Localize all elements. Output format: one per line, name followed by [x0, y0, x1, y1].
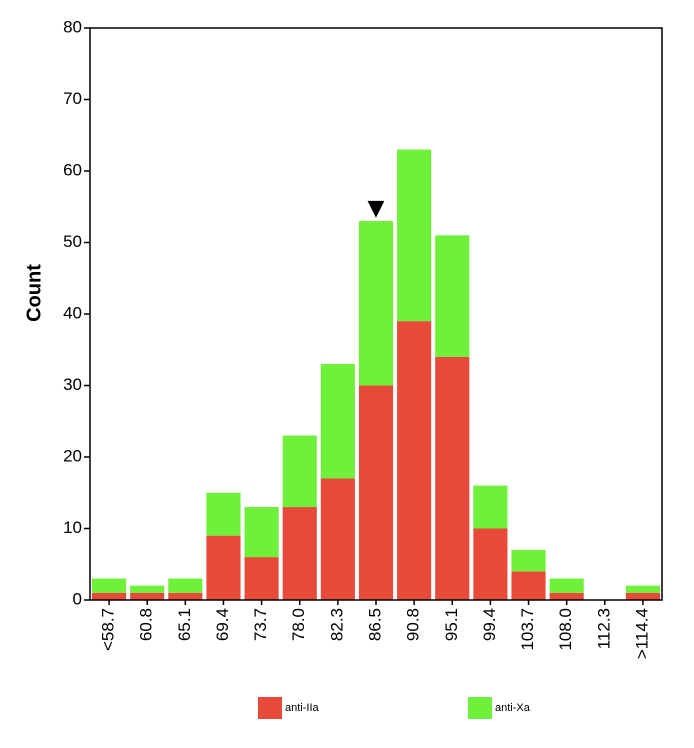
bar-anti-iia-11 — [511, 571, 546, 600]
y-axis-ticks: 0 10 20 30 40 50 60 70 80 — [63, 17, 90, 608]
x-axis-ticks: <58.7 60.8 65.1 69.4 73.7 78.0 82.3 86.5 90.8 95.… — [99, 600, 651, 659]
bar-anti-xa-9 — [435, 235, 470, 357]
x-tick-label: 73.7 — [251, 608, 270, 641]
bar-anti-xa-6 — [320, 364, 355, 479]
bar-anti-iia-5 — [282, 507, 317, 600]
bar-anti-xa-4 — [244, 507, 279, 558]
bar-anti-iia-7 — [358, 385, 394, 600]
bar-anti-iia-9 — [435, 356, 470, 600]
y-tick-label: 10 — [63, 518, 82, 537]
bar-anti-iia-1 — [130, 592, 165, 600]
bar-anti-iia-4 — [244, 557, 279, 600]
x-tick-label: 65.1 — [175, 608, 194, 641]
legend: anti-IIa anti-Xa — [258, 697, 531, 719]
legend-swatch-anti-iia — [258, 697, 282, 719]
bar-anti-xa-5 — [282, 435, 317, 508]
x-tick-label: 103.7 — [518, 608, 537, 651]
y-tick-label: 50 — [63, 232, 82, 251]
x-tick-label: >114.4 — [632, 608, 651, 659]
x-tick-label: 99.4 — [480, 608, 499, 641]
x-tick-label: 90.8 — [404, 608, 423, 641]
y-tick-label: 0 — [73, 589, 82, 608]
x-tick-label: 60.8 — [137, 608, 156, 641]
legend-swatch-anti-xa — [468, 697, 492, 719]
x-tick-label: 112.3 — [594, 608, 613, 649]
bar-anti-xa-10 — [473, 485, 508, 529]
y-tick-label: 60 — [63, 160, 82, 179]
bar-anti-iia-12 — [549, 592, 584, 600]
peak-marker: ▼ — [368, 196, 385, 221]
bar-anti-xa-1 — [130, 585, 165, 593]
bars-group — [92, 149, 660, 600]
bar-anti-xa-3 — [206, 492, 241, 536]
y-tick-label: 30 — [63, 375, 82, 394]
bar-anti-xa-0 — [92, 578, 127, 593]
bar-anti-iia-10 — [473, 528, 508, 600]
legend-label-anti-xa: anti-Xa — [495, 702, 531, 714]
x-tick-label: <58.7 — [99, 608, 118, 651]
bar-anti-xa-8 — [397, 149, 432, 322]
bar-anti-xa-14 — [625, 585, 660, 593]
x-tick-label: 82.3 — [327, 608, 346, 641]
bar-anti-iia-6 — [320, 478, 355, 600]
bar-anti-xa-12 — [549, 578, 584, 593]
x-tick-label: 69.4 — [213, 608, 232, 641]
x-tick-label: 78.0 — [289, 608, 308, 641]
y-tick-label: 70 — [63, 89, 82, 108]
bar-anti-iia-2 — [168, 592, 203, 600]
x-tick-label: 95.1 — [442, 608, 461, 641]
y-axis-label: Count — [23, 264, 45, 322]
x-tick-label: 108.0 — [556, 608, 575, 651]
bar-anti-iia-14 — [625, 592, 660, 600]
y-tick-label: 20 — [63, 446, 82, 465]
bar-anti-iia-3 — [206, 535, 241, 600]
legend-label-anti-iia: anti-IIa — [285, 702, 320, 714]
bar-anti-iia-0 — [92, 592, 127, 600]
y-tick-label: 40 — [63, 303, 82, 322]
y-tick-label: 80 — [63, 17, 82, 36]
bar-anti-xa-11 — [511, 549, 546, 572]
bar-anti-iia-8 — [397, 321, 432, 600]
x-tick-label: 86.5 — [365, 608, 384, 641]
bar-anti-xa-7 — [358, 221, 394, 386]
bar-anti-xa-2 — [168, 578, 203, 593]
